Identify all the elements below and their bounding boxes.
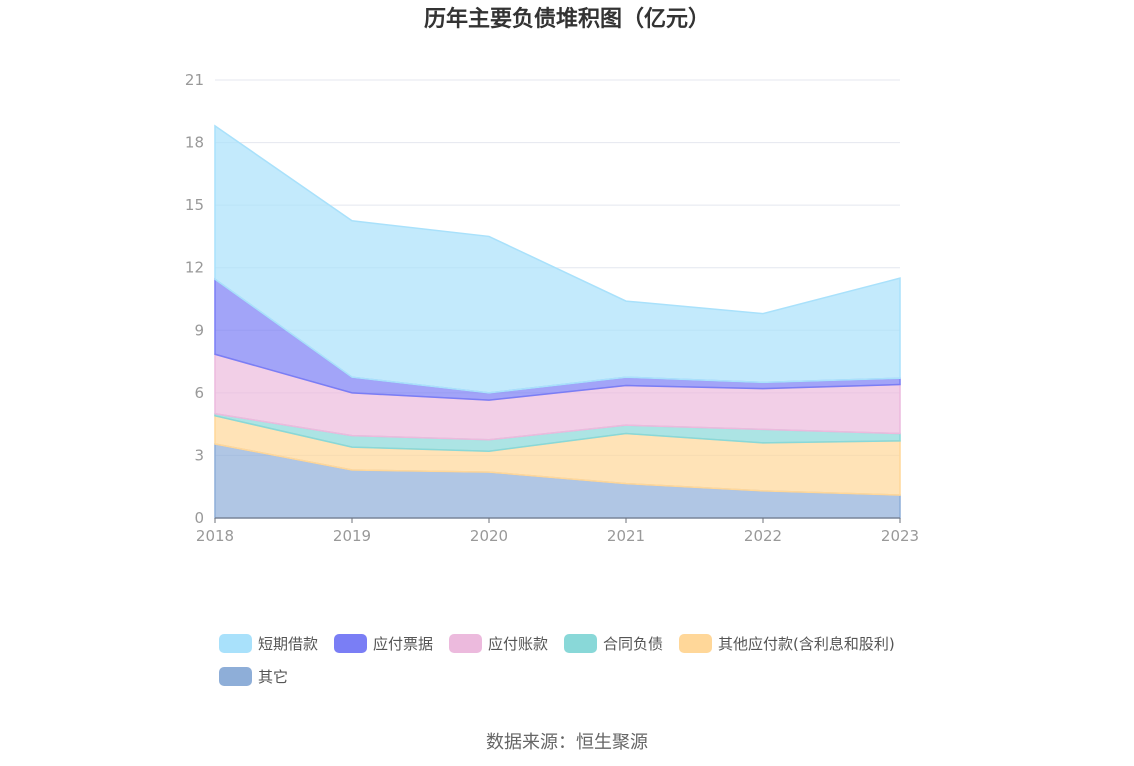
y-tick-label: 9: [194, 321, 204, 339]
legend-swatch: [334, 634, 367, 653]
legend-label: 合同负债: [603, 635, 663, 653]
x-tick-label: 2020: [470, 527, 508, 545]
y-tick-label: 18: [185, 134, 204, 152]
legend-swatch: [564, 634, 597, 653]
y-tick-label: 12: [185, 259, 204, 277]
y-tick-label: 15: [185, 196, 204, 214]
y-tick-label: 0: [194, 509, 204, 527]
axes: 0 3 6 9 12 15 18 21 2018 2019 2020 2021 2022 2023: [185, 71, 919, 545]
legend-swatch: [449, 634, 482, 653]
legend-swatch: [219, 667, 252, 686]
plot-area: [214, 124, 901, 519]
legend-label: 应付账款: [488, 635, 548, 653]
legend-label: 其他应付款(含利息和股利): [718, 635, 895, 653]
x-tick-label: 2018: [196, 527, 234, 545]
y-tick-label: 3: [194, 446, 204, 464]
x-tick-label: 2023: [881, 527, 919, 545]
data-source: 数据来源：恒生聚源: [486, 732, 648, 753]
chart-title: 历年主要负债堆积图（亿元）: [424, 6, 710, 32]
legend-swatch: [679, 634, 712, 653]
legend-label: 其它: [258, 668, 288, 686]
y-tick-label: 6: [194, 384, 204, 402]
legend-swatch: [219, 634, 252, 653]
x-tick-label: 2019: [333, 527, 371, 545]
area-series-5: [214, 124, 901, 394]
y-tick-label: 21: [185, 71, 204, 89]
x-tick-label: 2022: [744, 527, 782, 545]
legend: 短期借款 应付票据 应付账款 合同负债 其他应付款(含利息和股利) 其它: [219, 634, 895, 686]
legend-label: 短期借款: [258, 635, 318, 653]
legend-label: 应付票据: [373, 635, 433, 653]
x-tick-label: 2021: [607, 527, 645, 545]
